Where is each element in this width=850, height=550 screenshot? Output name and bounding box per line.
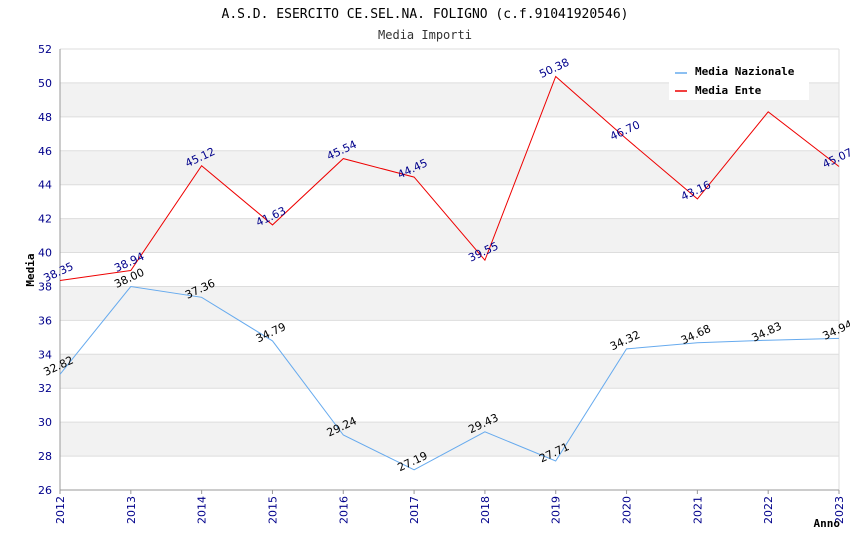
legend-label-ente: Media Ente — [695, 84, 762, 97]
grid-band — [60, 354, 839, 389]
series-line-ente — [59, 75, 840, 281]
y-tick-label: 26 — [38, 484, 52, 497]
x-tick-labels: 2012 2013 2014 2015 2016 2017 2018 2019 2020 2021… — [54, 490, 846, 524]
data-label: 34.32 — [608, 328, 642, 353]
series-line-nazionale — [59, 285, 840, 471]
legend: Media Nazionale Media Ente — [669, 60, 809, 100]
plot-bands — [60, 82, 839, 457]
x-axis-label: Anno — [814, 517, 841, 530]
x-tick-label: 2021 — [691, 496, 704, 524]
grid-band — [60, 150, 839, 185]
y-tick-label: 38 — [38, 280, 52, 293]
y-tick-label: 30 — [38, 416, 52, 429]
data-label: 50.38 — [537, 56, 571, 81]
y-tick-label: 32 — [38, 382, 52, 395]
x-tick-label: 2023 — [833, 496, 846, 524]
y-tick-label: 50 — [38, 77, 52, 90]
y-tick-label: 52 — [38, 43, 52, 56]
y-tick-label: 28 — [38, 450, 52, 463]
data-label: 34.79 — [254, 320, 288, 345]
y-tick-label: 36 — [38, 314, 52, 327]
grid-band — [60, 286, 839, 321]
legend-label-nazionale: Media Nazionale — [695, 65, 795, 78]
x-tick-label: 2015 — [266, 496, 279, 524]
data-label: 46.70 — [608, 118, 642, 143]
x-tick-label: 2017 — [408, 496, 421, 524]
y-tick-label: 42 — [38, 213, 52, 226]
series-lines — [59, 75, 840, 471]
x-tick-label: 2016 — [337, 496, 350, 524]
data-label: 34.83 — [750, 320, 784, 345]
y-tick-label: 34 — [38, 348, 52, 361]
legend-box — [669, 60, 809, 100]
y-tick-labels: 26 28 30 32 34 36 38 40 42 44 46 48 50 52 — [38, 43, 52, 497]
chart-title: A.S.D. ESERCITO CE.SEL.NA. FOLIGNO (c.f.… — [222, 7, 629, 22]
x-tick-label: 2020 — [621, 496, 634, 524]
y-tick-label: 40 — [38, 247, 52, 260]
data-label: 38.35 — [41, 260, 75, 285]
x-tick-label: 2018 — [479, 496, 492, 524]
y-tick-label: 44 — [38, 179, 52, 192]
y-tick-label: 48 — [38, 111, 52, 124]
x-tick-label: 2013 — [125, 496, 138, 524]
chart-subtitle: Media Importi — [378, 28, 472, 42]
x-tick-label: 2022 — [762, 496, 775, 524]
x-tick-label: 2012 — [54, 496, 67, 524]
y-tick-label: 46 — [38, 145, 52, 158]
x-tick-label: 2019 — [550, 496, 563, 524]
x-tick-label: 2014 — [196, 496, 209, 524]
y-axis-label: Media — [24, 253, 37, 286]
grid-band — [60, 218, 839, 253]
